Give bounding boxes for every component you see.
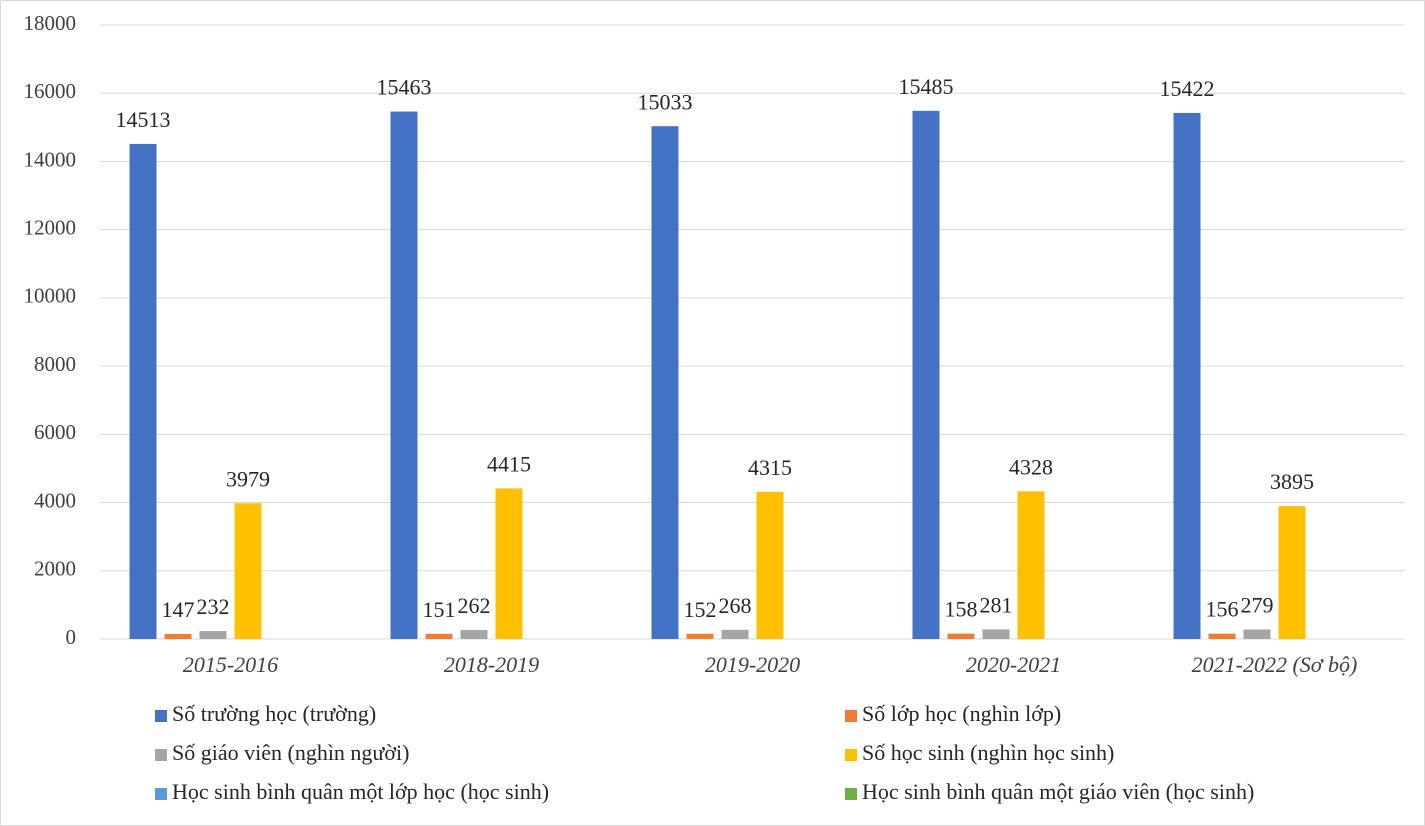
bar [129,143,157,640]
y-tick-label: 6000 [34,420,76,444]
y-tick-label: 10000 [24,284,77,308]
bar [756,491,784,639]
legend-swatch [845,710,857,722]
bar [1278,506,1306,639]
bar [1173,112,1201,639]
bar [912,110,940,640]
x-tick-label: 2021-2022 (Sơ bộ) [1192,652,1358,677]
y-tick-label: 16000 [24,79,77,103]
y-tick-label: 0 [66,625,77,649]
bar [947,633,975,639]
bar [199,631,227,639]
bar [982,629,1010,639]
data-label: 156 [1206,597,1239,622]
data-label: 279 [1241,593,1274,618]
data-label: 15485 [899,74,954,99]
data-label: 232 [197,594,230,619]
legend-label: Số học sinh (nghìn học sinh) [862,740,1114,765]
x-tick-label: 2020-2021 [966,652,1061,677]
data-label: 4328 [1009,454,1053,479]
x-tick-label: 2018-2019 [444,652,539,677]
data-label: 14513 [116,107,171,132]
data-label: 4315 [748,455,792,480]
bar [721,629,749,639]
data-label: 15463 [377,75,432,100]
bar [1243,629,1271,639]
data-label: 268 [719,593,752,618]
y-tick-label: 18000 [24,11,77,35]
bar [1208,633,1236,639]
legend-swatch [155,710,167,722]
data-label: 15033 [638,89,693,114]
data-label: 152 [684,597,717,622]
y-tick-label: 8000 [34,352,76,376]
y-tick-label: 2000 [34,557,76,581]
legend-label: Số trường học (trường) [172,701,376,726]
y-tick-label: 14000 [24,147,77,171]
bar [164,633,192,639]
data-label: 158 [945,597,978,622]
data-label: 4415 [487,451,531,476]
data-label: 15422 [1160,76,1215,101]
legend-swatch [845,749,857,761]
bar [651,126,679,640]
bar [234,503,262,639]
bar [1017,491,1045,639]
y-tick-label: 12000 [24,215,77,239]
data-label: 3979 [226,466,270,491]
data-label: 281 [980,592,1013,617]
legend-label: Số giáo viên (nghìn người) [172,740,409,765]
y-tick-label: 4000 [34,488,76,512]
legend-swatch [155,749,167,761]
legend-label: Học sinh bình quân một lớp học (học sinh… [172,779,549,804]
bar [460,630,488,639]
bar [686,633,714,639]
legend-label: Số lớp học (nghìn lớp) [862,701,1061,726]
legend-label: Học sinh bình quân một giáo viên (học si… [862,779,1254,804]
legend-swatch [845,788,857,800]
legend-swatch [155,788,167,800]
x-tick-label: 2019-2020 [705,652,800,677]
data-label: 3895 [1270,469,1314,494]
data-label: 262 [458,593,491,618]
data-label: 147 [162,597,195,622]
bar [495,488,523,639]
bar [390,111,418,639]
data-label: 151 [423,597,456,622]
bar [425,633,453,639]
x-tick-label: 2015-2016 [183,652,278,677]
